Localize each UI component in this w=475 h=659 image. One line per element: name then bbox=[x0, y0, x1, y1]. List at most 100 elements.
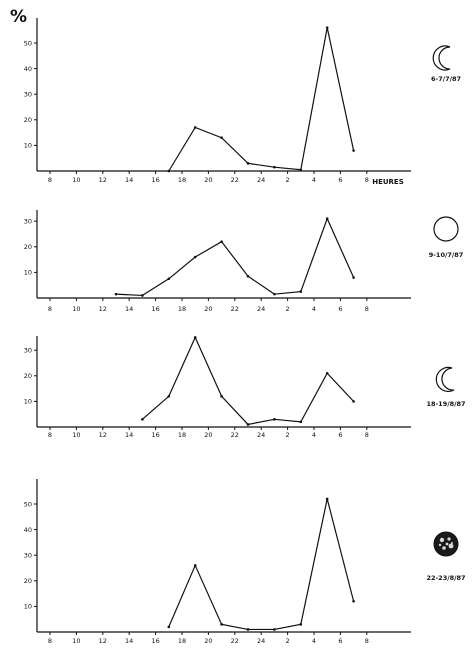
x-tick-label: 4 bbox=[312, 305, 316, 313]
data-point bbox=[299, 623, 303, 626]
data-point bbox=[273, 628, 276, 631]
data-point bbox=[273, 292, 276, 296]
data-point bbox=[246, 274, 250, 278]
x-tick-label: 20 bbox=[204, 637, 212, 645]
data-point bbox=[193, 564, 197, 567]
data-point bbox=[246, 628, 250, 631]
x-unit-label: HEURES bbox=[372, 178, 404, 186]
data-point bbox=[299, 168, 303, 172]
data-point bbox=[141, 294, 144, 297]
y-tick-label: 10 bbox=[24, 603, 32, 611]
x-tick-label: 8 bbox=[365, 637, 369, 645]
data-point bbox=[325, 371, 329, 375]
x-tick-label: 14 bbox=[125, 176, 133, 184]
date-label: 18-19/8/87 bbox=[426, 400, 465, 408]
data-point bbox=[167, 169, 171, 173]
data-point bbox=[167, 625, 171, 629]
x-tick-label: 2 bbox=[286, 305, 290, 313]
y-tick-label: 50 bbox=[24, 39, 32, 47]
data-point bbox=[167, 394, 171, 398]
x-tick-label: 24 bbox=[257, 431, 265, 439]
data-point bbox=[193, 336, 197, 339]
y-tick-label: 10 bbox=[24, 269, 32, 277]
x-tick-label: 24 bbox=[257, 637, 265, 645]
date-label: 6-7/7/87 bbox=[431, 75, 461, 83]
x-tick-label: 8 bbox=[365, 305, 369, 313]
y-tick-label: 30 bbox=[24, 552, 32, 560]
x-tick-label: 20 bbox=[204, 305, 212, 313]
x-tick-label: 10 bbox=[72, 176, 80, 184]
x-tick-label: 2 bbox=[286, 176, 290, 184]
full-moon-icon bbox=[433, 216, 459, 242]
data-point bbox=[352, 400, 355, 403]
x-tick-label: 2 bbox=[286, 637, 290, 645]
x-tick-label: 12 bbox=[99, 176, 107, 184]
data-point bbox=[193, 126, 197, 129]
x-tick-label: 10 bbox=[72, 431, 80, 439]
x-tick-label: 12 bbox=[99, 305, 107, 313]
series-line bbox=[142, 335, 355, 426]
date-label: 9-10/7/87 bbox=[429, 251, 464, 259]
data-point bbox=[273, 418, 276, 421]
data-point bbox=[167, 277, 171, 281]
x-tick-label: 16 bbox=[151, 637, 159, 645]
data-point bbox=[220, 394, 223, 398]
x-tick-label: 16 bbox=[151, 305, 159, 313]
data-point bbox=[193, 255, 197, 259]
data-point bbox=[141, 418, 144, 421]
series-line bbox=[168, 27, 355, 172]
x-tick-label: 12 bbox=[99, 431, 107, 439]
x-tick-label: 10 bbox=[72, 305, 80, 313]
x-tick-label: 16 bbox=[151, 176, 159, 184]
x-tick-label: 8 bbox=[365, 431, 369, 439]
x-tick-label: 18 bbox=[178, 637, 186, 645]
data-point bbox=[220, 136, 223, 140]
x-tick-label: 2 bbox=[286, 431, 290, 439]
x-tick-label: 6 bbox=[338, 637, 342, 645]
x-tick-label: 12 bbox=[99, 637, 107, 645]
y-tick-label: 20 bbox=[24, 116, 32, 124]
data-point bbox=[299, 420, 303, 424]
y-tick-label: 10 bbox=[24, 142, 32, 150]
x-tick-label: 22 bbox=[231, 431, 239, 439]
waning-crescent-icon bbox=[435, 366, 455, 393]
y-tick-label: 20 bbox=[24, 372, 32, 380]
waxing-crescent-icon bbox=[432, 45, 451, 71]
x-tick-label: 4 bbox=[312, 176, 316, 184]
y-unit-label: % bbox=[10, 7, 27, 27]
data-point bbox=[325, 217, 329, 220]
x-tick-label: 16 bbox=[151, 431, 159, 439]
data-point bbox=[325, 497, 329, 501]
x-tick-label: 8 bbox=[48, 637, 52, 645]
x-tick-label: 22 bbox=[231, 637, 239, 645]
y-tick-label: 10 bbox=[24, 398, 32, 406]
y-tick-label: 30 bbox=[24, 91, 32, 99]
x-tick-label: 18 bbox=[178, 431, 186, 439]
x-tick-label: 20 bbox=[204, 431, 212, 439]
x-tick-label: 8 bbox=[48, 431, 52, 439]
data-point bbox=[246, 162, 250, 165]
data-point bbox=[220, 240, 223, 243]
data-point bbox=[325, 26, 329, 29]
y-tick-label: 50 bbox=[24, 500, 32, 508]
y-tick-label: 30 bbox=[24, 347, 32, 355]
new-moon-icon bbox=[433, 531, 459, 557]
y-tick-label: 20 bbox=[24, 243, 32, 251]
y-tick-label: 40 bbox=[24, 526, 32, 534]
x-tick-label: 8 bbox=[48, 305, 52, 313]
x-tick-label: 22 bbox=[231, 176, 239, 184]
x-tick-label: 24 bbox=[257, 305, 265, 313]
data-point bbox=[352, 276, 355, 279]
data-point bbox=[273, 165, 276, 169]
x-tick-label: 24 bbox=[257, 176, 265, 184]
x-tick-label: 6 bbox=[338, 431, 342, 439]
data-point bbox=[220, 623, 223, 626]
series-line bbox=[115, 217, 355, 297]
date-label: 22-23/8/87 bbox=[426, 574, 465, 582]
x-tick-label: 6 bbox=[338, 176, 342, 184]
